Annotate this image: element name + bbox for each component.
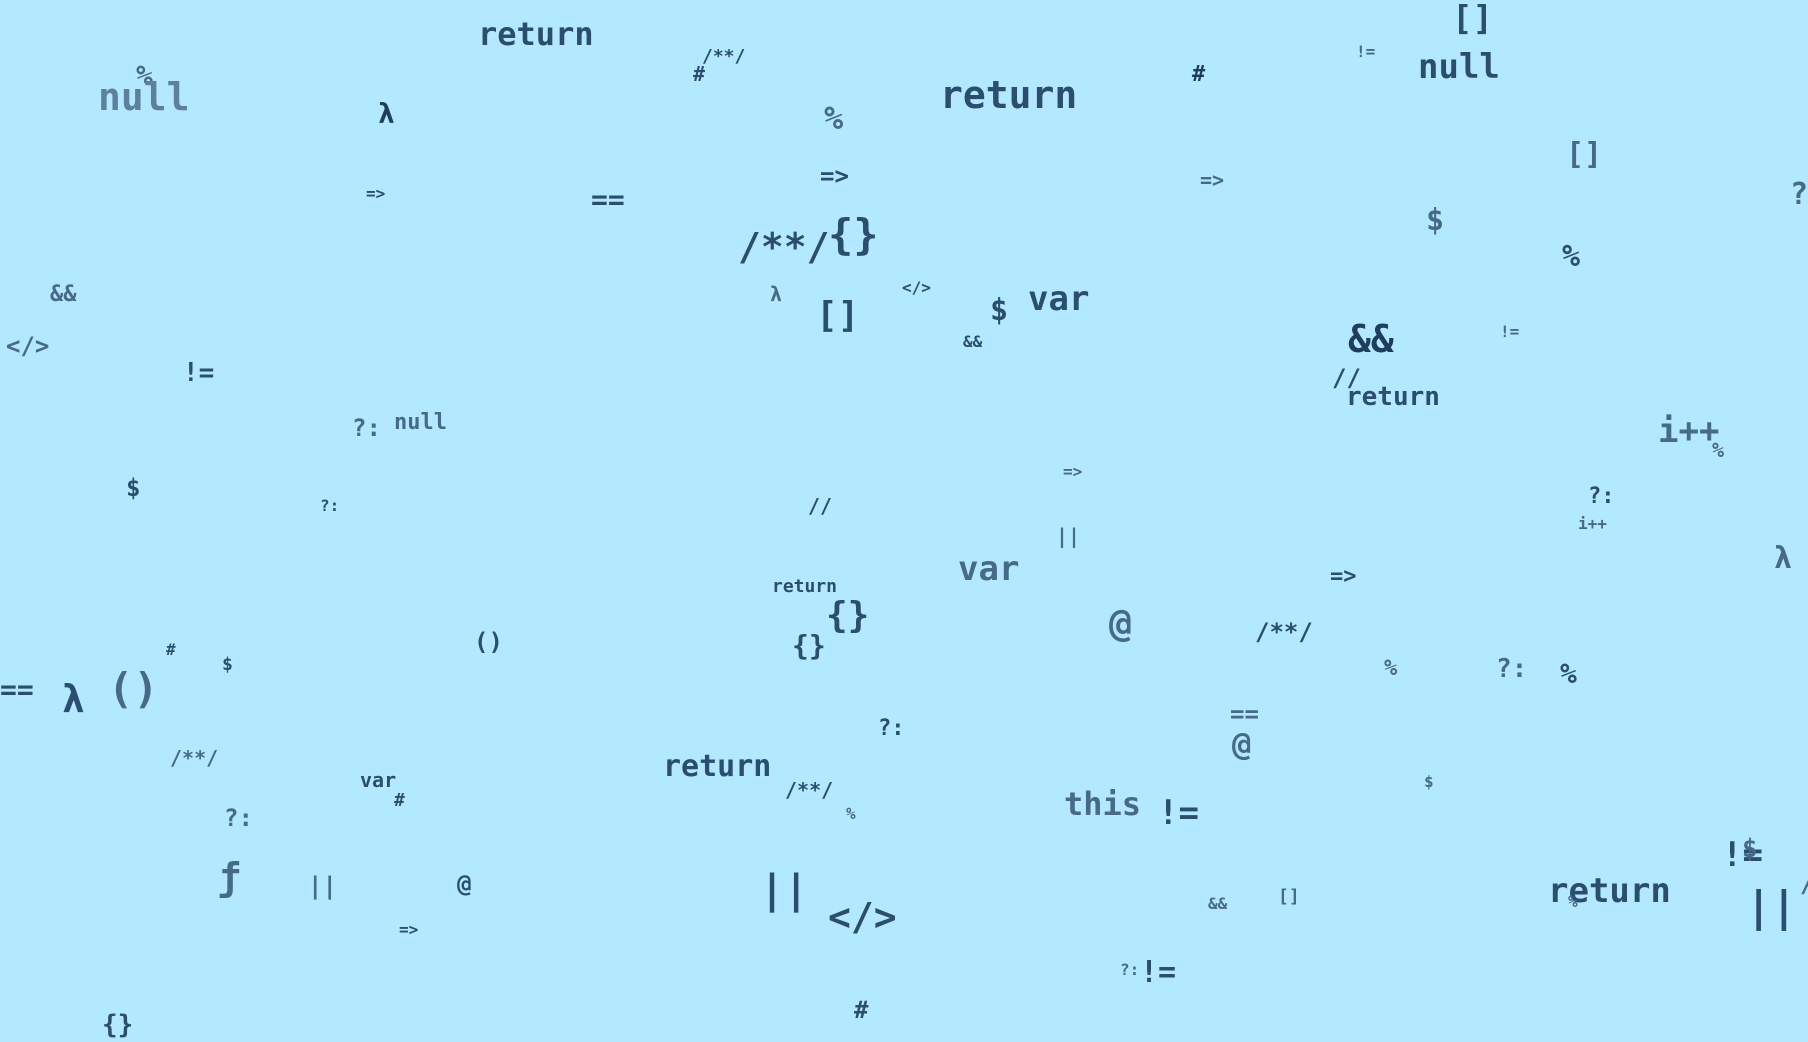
code-symbol-token: ||: [760, 867, 809, 913]
code-symbol-token: #: [693, 62, 706, 86]
code-symbol-token: </>: [6, 332, 50, 360]
code-symbol-token: this: [1064, 785, 1142, 823]
code-symbol-token: %: [1562, 239, 1581, 274]
code-symbol-token: i++: [1578, 514, 1607, 533]
code-symbol-token: /**/: [738, 225, 830, 269]
code-symbol-token: $: [990, 293, 1009, 328]
code-symbol-token: #: [394, 790, 405, 811]
code-symbol-token: /: [1800, 872, 1808, 896]
code-symbol-token: $: [1424, 772, 1434, 791]
code-symbol-token: //: [1332, 364, 1361, 392]
code-symbol-token: </>: [828, 895, 897, 939]
code-symbol-token: /**/: [1255, 618, 1313, 646]
code-symbol-token: %: [136, 59, 153, 92]
code-symbol-token: return: [772, 576, 838, 597]
code-symbol-token: var: [1028, 279, 1090, 319]
code-symbol-token: i++: [1658, 411, 1720, 451]
code-symbol-token: //: [808, 494, 833, 518]
code-symbol-token: %: [824, 99, 844, 137]
code-symbol-token: &&: [1348, 317, 1394, 361]
code-symbol-token: #: [166, 640, 176, 659]
code-symbol-token: λ: [62, 677, 85, 721]
code-symbol-token: #: [1192, 62, 1206, 87]
code-symbol-token: %: [846, 804, 856, 823]
code-symbol-token: &&: [1208, 894, 1228, 913]
code-symbol-token: </>: [902, 278, 931, 297]
code-symbol-token: %: [1560, 657, 1577, 690]
code-symbol-token: !=: [1158, 793, 1199, 833]
code-symbol-token: ||: [1056, 524, 1081, 548]
code-symbol-token: ƒ: [218, 855, 241, 899]
code-symbol-token: /**/: [170, 746, 219, 770]
code-symbol-token: ?: [1790, 177, 1808, 212]
code-symbol-token: =>: [1063, 462, 1083, 481]
code-symbol-token: return: [478, 15, 594, 53]
code-symbol-token: &&: [50, 282, 77, 307]
code-symbol-token: =>: [820, 162, 849, 190]
code-symbol-token: return: [663, 749, 772, 784]
code-symbol-token: $: [1742, 834, 1758, 864]
code-symbol-token: %: [1712, 438, 1725, 462]
code-symbol-token: =>: [366, 184, 386, 203]
code-symbol-token: $: [1426, 203, 1445, 238]
code-symbol-token: /**/: [785, 778, 834, 802]
code-symbol-token: {}: [828, 210, 879, 259]
code-symbol-token: {}: [826, 595, 870, 636]
code-symbol-token: !=: [1356, 42, 1376, 61]
code-symbol-token: ||: [1746, 882, 1797, 931]
code-symbol-token: ?:: [320, 496, 340, 515]
code-symbol-token: {}: [102, 1010, 134, 1040]
code-symbol-token: !=: [1500, 322, 1520, 341]
code-symbol-token: var: [360, 768, 397, 792]
code-symbol-token: return: [1548, 871, 1671, 911]
code-symbol-token: &&: [963, 332, 983, 351]
code-symbol-token: @: [1232, 725, 1252, 763]
code-symbol-token: ==: [1230, 700, 1259, 728]
code-symbol-token: return: [1346, 382, 1440, 412]
code-symbol-token: λ: [378, 97, 395, 130]
code-symbol-token: =>: [1330, 564, 1357, 589]
code-symbol-token: (): [474, 628, 503, 656]
code-symbol-token: @: [1109, 601, 1132, 645]
code-symbol-token: %: [1384, 656, 1398, 681]
code-symbol-token: @: [457, 870, 472, 898]
code-symbol-token: var: [958, 549, 1020, 589]
code-symbol-token: ==: [591, 183, 625, 216]
code-symbol-token: !=: [1140, 955, 1177, 990]
code-symbol-token: =>: [1200, 168, 1225, 192]
code-symbol-token: ?:: [1120, 960, 1140, 979]
code-symbol-token: /**/: [702, 46, 746, 67]
code-symbol-token: ?:: [878, 716, 905, 741]
code-symbol-token: []: [1452, 0, 1493, 39]
code-symbol-token: =>: [399, 920, 419, 939]
code-symbol-token: ?:: [1588, 484, 1615, 509]
code-symbol-token: !=: [1722, 835, 1763, 875]
code-symbol-token: null: [394, 410, 447, 435]
code-symbol-token: ?:: [1496, 654, 1528, 684]
code-symbol-token: (): [108, 664, 159, 713]
code-symbol-token: null: [1418, 47, 1500, 87]
code-symbol-token: return: [940, 73, 1078, 117]
code-symbol-token: λ: [1774, 541, 1793, 576]
code-symbol-token: $: [222, 654, 233, 675]
code-symbol-token: ?:: [224, 804, 253, 832]
code-symbol-token: []: [1278, 886, 1300, 907]
code-symbol-token: #: [854, 996, 869, 1024]
code-symbol-token: null: [98, 75, 190, 119]
code-symbol-token: ||: [308, 872, 337, 900]
code-symbol-token: $: [126, 474, 141, 502]
code-symbol-token: ?:: [352, 414, 381, 442]
code-symbol-token: []: [816, 295, 860, 336]
code-symbol-token: {}: [792, 629, 826, 662]
code-symbol-token: λ: [770, 282, 783, 306]
code-symbol-token: !=: [183, 358, 215, 388]
code-symbol-token: []: [1566, 137, 1603, 172]
code-symbol-token: %: [1568, 892, 1578, 911]
code-symbol-token: ==: [0, 673, 34, 706]
